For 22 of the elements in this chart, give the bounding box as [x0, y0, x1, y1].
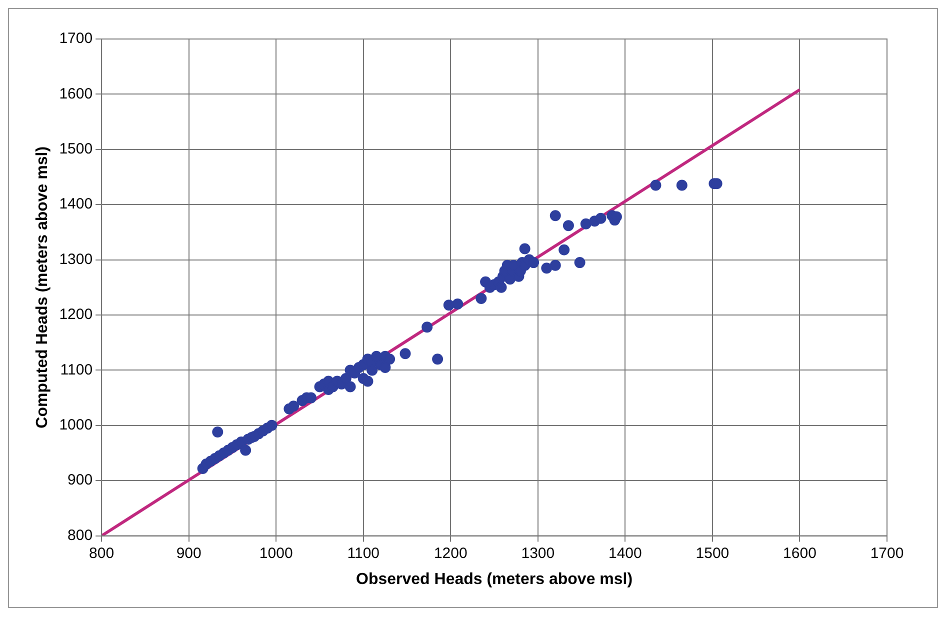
x-tick-label: 1100	[347, 544, 380, 562]
x-tick-label: 900	[176, 544, 202, 562]
x-tick-label: 1400	[608, 544, 642, 562]
y-tick-label: 1400	[59, 196, 93, 213]
y-tick-label: 900	[68, 472, 93, 489]
x-tick-label: 1300	[521, 544, 555, 562]
x-tick-label: 1600	[783, 544, 816, 562]
y-tick-label: 1300	[59, 250, 93, 268]
y-tick-label: 1100	[60, 361, 93, 378]
y-tick-label: 1600	[59, 85, 93, 102]
x-axis-title: Observed Heads (meters above msl)	[356, 570, 633, 588]
x-tick-label: 1000	[259, 544, 293, 562]
x-tick-label: 1200	[434, 544, 468, 562]
x-tick-label: 800	[89, 544, 114, 562]
y-tick-label: 800	[68, 526, 93, 544]
x-tick-label: 1700	[870, 544, 904, 562]
y-tick-label: 1200	[59, 306, 93, 324]
y-tick-label: 1000	[59, 416, 93, 434]
y-tick-label: 1700	[59, 30, 93, 48]
x-tick-label: 1500	[696, 544, 730, 562]
y-axis-title: Computed Heads (meters above msl)	[34, 146, 52, 428]
y-tick-label: 1500	[59, 140, 93, 158]
